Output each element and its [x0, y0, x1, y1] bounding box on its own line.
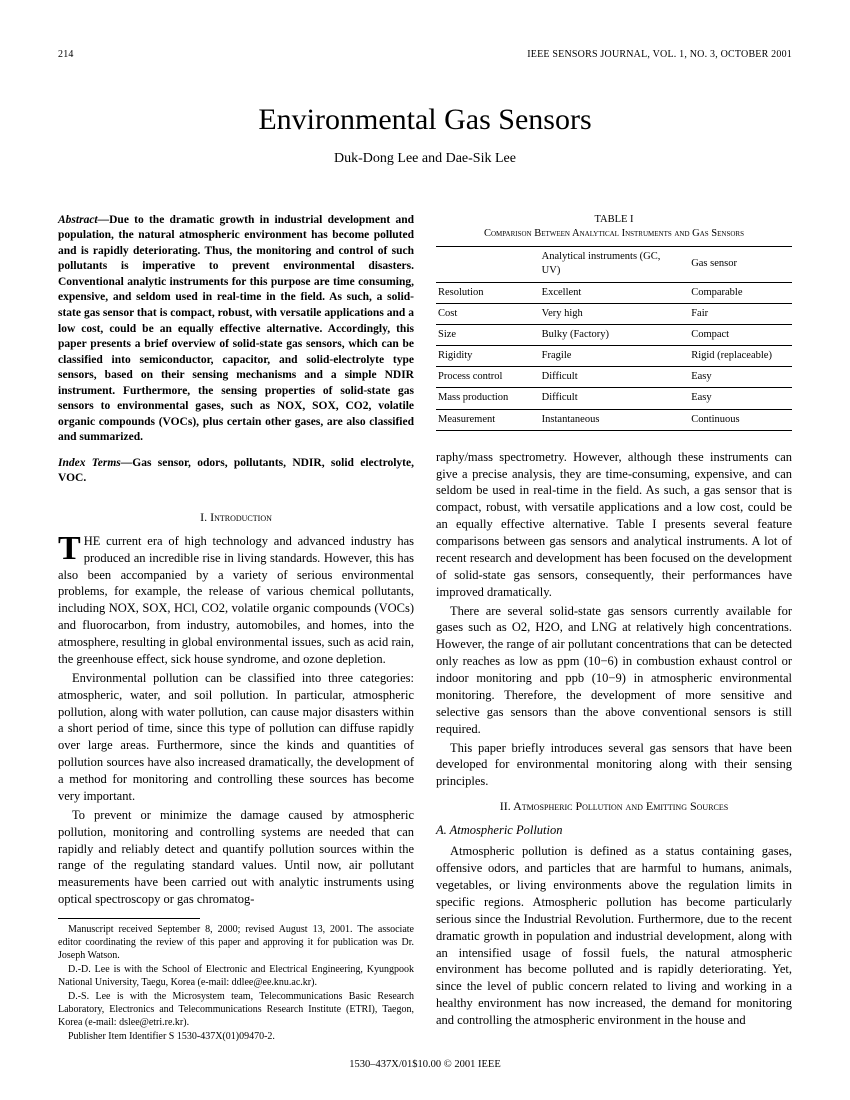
- table-header-2: Gas sensor: [685, 247, 792, 282]
- paragraph-2: Environmental pollution can be classifie…: [58, 670, 414, 805]
- footnote-2: D.-D. Lee is with the School of Electron…: [58, 963, 414, 989]
- table-cell: Size: [436, 324, 536, 345]
- authors: Duk-Dong Lee and Dae-Sik Lee: [58, 150, 792, 169]
- table-row: Mass productionDifficultEasy: [436, 388, 792, 409]
- table-cell: Rigid (replaceable): [685, 346, 792, 367]
- page-number: 214: [58, 48, 74, 62]
- table-cell: Cost: [436, 303, 536, 324]
- table-header-row: Analytical instruments (GC, UV) Gas sens…: [436, 247, 792, 282]
- table-cell: Easy: [685, 367, 792, 388]
- journal-info: IEEE SENSORS JOURNAL, VOL. 1, NO. 3, OCT…: [527, 48, 792, 62]
- table-cell: Measurement: [436, 409, 536, 430]
- paper-title: Environmental Gas Sensors: [58, 100, 792, 141]
- table-cell: Comparable: [685, 282, 792, 303]
- footnote-1: Manuscript received September 8, 2000; r…: [58, 923, 414, 962]
- abstract-text: Due to the dramatic growth in industrial…: [58, 214, 414, 443]
- abstract: Abstract—Due to the dramatic growth in i…: [58, 213, 414, 446]
- body-columns: Abstract—Due to the dramatic growth in i…: [58, 213, 792, 1044]
- footnote-block: Manuscript received September 8, 2000; r…: [58, 918, 414, 1043]
- table-row: Process controlDifficultEasy: [436, 367, 792, 388]
- table-cell: Difficult: [536, 388, 686, 409]
- paragraph-3: To prevent or minimize the damage caused…: [58, 807, 414, 908]
- paragraph-1-text: HE current era of high technology and ad…: [58, 534, 414, 666]
- table-row: SizeBulky (Factory)Compact: [436, 324, 792, 345]
- table-cell: Mass production: [436, 388, 536, 409]
- subsection-2a-heading: A. Atmospheric Pollution: [436, 822, 792, 839]
- table-cell: Rigidity: [436, 346, 536, 367]
- paragraph-6: This paper briefly introduces several ga…: [436, 740, 792, 791]
- table-cell: Bulky (Factory): [536, 324, 686, 345]
- paragraph-7: Atmospheric pollution is defined as a st…: [436, 843, 792, 1029]
- table-row: RigidityFragileRigid (replaceable): [436, 346, 792, 367]
- table-cell: Very high: [536, 303, 686, 324]
- section-2-heading: II. Atmospheric Pollution and Emitting S…: [436, 798, 792, 814]
- table-header-0: [436, 247, 536, 282]
- footnote-4: Publisher Item Identifier S 1530-437X(01…: [58, 1030, 414, 1043]
- table-row: CostVery highFair: [436, 303, 792, 324]
- abstract-label: Abstract—: [58, 214, 109, 226]
- footnote-separator: [58, 918, 200, 919]
- table-row: MeasurementInstantaneousContinuous: [436, 409, 792, 430]
- table-number: TABLE I: [436, 213, 792, 227]
- table-cell: Difficult: [536, 367, 686, 388]
- table-1: TABLE I Comparison Between Analytical In…: [436, 213, 792, 431]
- table-cell: Process control: [436, 367, 536, 388]
- table-row: ResolutionExcellentComparable: [436, 282, 792, 303]
- table-cell: Excellent: [536, 282, 686, 303]
- running-header: 214 IEEE SENSORS JOURNAL, VOL. 1, NO. 3,…: [58, 48, 792, 62]
- copyright-footer: 1530–437X/01$10.00 © 2001 IEEE: [0, 1058, 850, 1072]
- table-cell: Easy: [685, 388, 792, 409]
- footnote-3: D.-S. Lee is with the Microsystem team, …: [58, 990, 414, 1029]
- paragraph-4: raphy/mass spectrometry. However, althou…: [436, 449, 792, 601]
- paragraph-1: THE current era of high technology and a…: [58, 533, 414, 668]
- table-cell: Fair: [685, 303, 792, 324]
- index-terms-label: Index Terms—: [58, 457, 132, 469]
- section-1-heading: I. Introduction: [58, 509, 414, 525]
- table-cell: Fragile: [536, 346, 686, 367]
- table-header-1: Analytical instruments (GC, UV): [536, 247, 686, 282]
- paragraph-5: There are several solid-state gas sensor…: [436, 603, 792, 738]
- comparison-table: Analytical instruments (GC, UV) Gas sens…: [436, 246, 792, 431]
- index-terms: Index Terms—Gas sensor, odors, pollutant…: [58, 456, 414, 487]
- table-cell: Resolution: [436, 282, 536, 303]
- table-cell: Instantaneous: [536, 409, 686, 430]
- table-cell: Continuous: [685, 409, 792, 430]
- table-caption-text: Comparison Between Analytical Instrument…: [484, 228, 744, 239]
- dropcap: T: [58, 533, 84, 563]
- table-cell: Compact: [685, 324, 792, 345]
